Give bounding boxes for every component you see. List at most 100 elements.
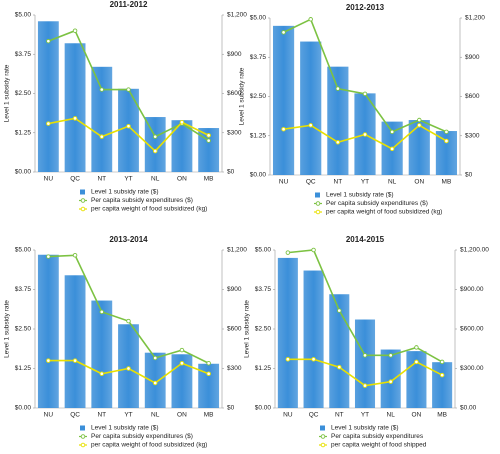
y2-tick-label: $300 (227, 129, 242, 136)
point (417, 123, 422, 128)
legend-swatch (80, 189, 85, 195)
legend-label: per capita weight of food shipped (331, 442, 427, 449)
point (414, 345, 419, 350)
point (414, 359, 419, 365)
point (439, 372, 445, 378)
legend-label: Per capita subsidy expenditures (331, 433, 424, 440)
y2-tick-label: $600 (227, 326, 242, 333)
point (46, 358, 51, 363)
x-tick-label: YT (361, 179, 369, 186)
y2-tick-label: $600 (465, 93, 480, 100)
point (335, 86, 341, 91)
y-tick-label: $5.00 (250, 15, 267, 22)
bar (91, 66, 113, 172)
point (152, 148, 158, 154)
point (179, 347, 185, 353)
y2-tick-label: $900 (227, 51, 242, 58)
legend-swatch (80, 198, 86, 203)
y-tick-label: $0.00 (15, 405, 32, 412)
point (179, 120, 185, 125)
point (444, 138, 449, 144)
bar (144, 352, 166, 408)
y-tick-label: $5.00 (15, 12, 32, 19)
bar (118, 324, 139, 408)
y-tick-label: $0.00 (255, 405, 272, 412)
bar (300, 41, 322, 175)
y-tick-label: $0.00 (15, 169, 32, 176)
x-tick-label: ON (177, 176, 187, 183)
legend-swatch (320, 434, 326, 439)
y-axis-label: Level 1 subsidy rate (4, 64, 11, 122)
y2-tick-label: $0 (465, 172, 473, 179)
point (285, 250, 291, 255)
legend-swatch (315, 209, 321, 215)
point (337, 308, 342, 313)
point (388, 379, 393, 384)
bar (272, 25, 295, 175)
point (206, 133, 211, 138)
y2-tick-label: $1,200 (227, 247, 247, 254)
chart-title: 2011-2012 (110, 0, 148, 9)
legend-label: Per capita subsidy expenditures ($) (91, 197, 193, 204)
bar (144, 117, 166, 172)
bar (277, 257, 298, 408)
point (152, 355, 158, 361)
legend-label: Level 1 subsidy rate ($) (326, 192, 394, 199)
bar (64, 275, 86, 408)
bar (408, 120, 430, 175)
y2-tick-label: $1,200 (227, 12, 247, 19)
y-tick-label: $1.25 (255, 365, 272, 372)
point (281, 126, 286, 132)
point (439, 359, 445, 365)
x-tick-label: YT (124, 176, 132, 183)
y2-tick-label: $300 (227, 365, 242, 372)
y-tick-label: $3.75 (250, 54, 267, 61)
point (389, 146, 395, 152)
y-axis-label: Level 1 subsidy rate (239, 67, 246, 125)
bar (118, 88, 139, 172)
x-tick-label: ON (414, 179, 424, 186)
point (362, 353, 368, 358)
bar (91, 300, 113, 408)
point (444, 129, 449, 135)
point (99, 309, 105, 315)
panel: 2014-2015 Level 1 subsidy rate $0.00 $1.25 $… (244, 235, 490, 449)
y2-tick-label: $0 (227, 405, 235, 412)
x-tick-label: NU (283, 412, 293, 419)
point (417, 117, 422, 123)
y2-tick-label: $0.00 (460, 405, 477, 412)
x-tick-label: YT (361, 412, 369, 419)
legend-label: Level 1 subsidy rate ($) (91, 189, 159, 196)
x-tick-label: NT (97, 412, 106, 419)
x-tick-label: NU (44, 176, 54, 183)
panel: 2013-2014 Level 1 subsidy rate $0.00 $1.25 $… (4, 235, 248, 449)
bar (303, 270, 324, 408)
point (206, 371, 211, 377)
point (99, 371, 105, 377)
point (389, 129, 395, 135)
y-tick-label: $3.75 (15, 286, 32, 293)
legend-swatch (80, 425, 85, 431)
legend-label: Level 1 subsidy rate ($) (331, 425, 399, 432)
point (179, 360, 185, 366)
bar (327, 66, 349, 175)
y-tick-label: $3.75 (255, 286, 272, 293)
y-tick-label: $5.00 (255, 247, 272, 254)
panel: 2011-2012 Level 1 subsidy rate $0.00 $1.25 $… (4, 0, 248, 213)
point (46, 254, 51, 259)
legend-swatch (320, 442, 326, 448)
point (281, 30, 286, 35)
y2-tick-label: $300.00 (460, 365, 484, 372)
legend-label: Level 1 subsidy rate ($) (91, 425, 159, 432)
point (311, 357, 316, 362)
chart-title: 2013-2014 (109, 235, 148, 244)
point (337, 364, 342, 370)
x-tick-label: NT (335, 412, 344, 419)
point (152, 134, 158, 139)
point (126, 123, 131, 129)
legend-label: per capita weight of food subsidized (kg… (326, 209, 442, 216)
x-tick-label: NT (97, 176, 106, 183)
point (72, 28, 78, 33)
point (362, 383, 368, 388)
